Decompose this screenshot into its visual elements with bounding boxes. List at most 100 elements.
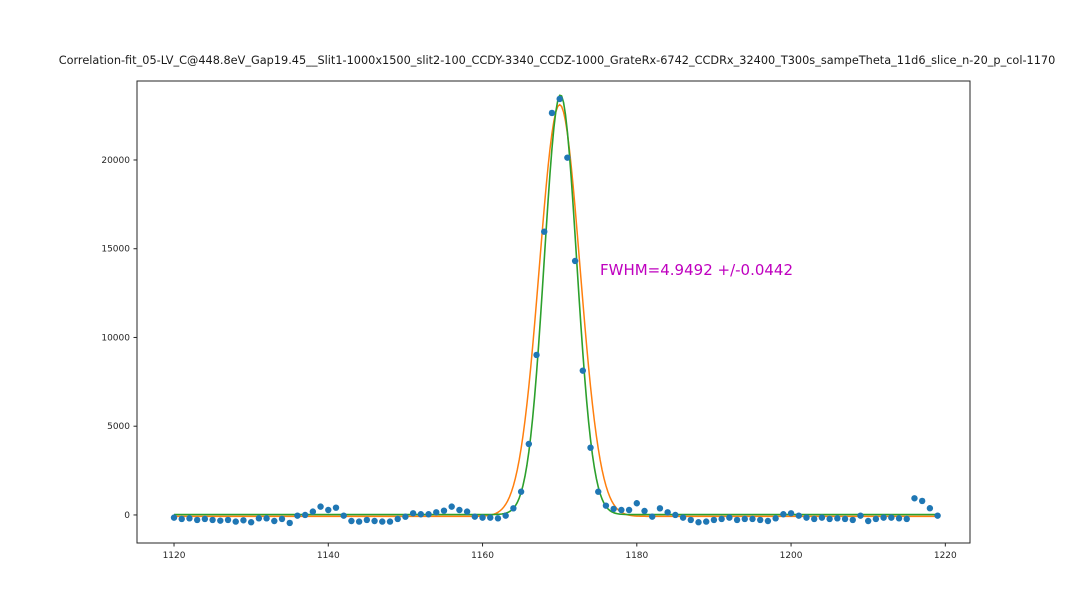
data-point	[271, 517, 278, 525]
data-point	[672, 511, 679, 519]
data-point	[533, 351, 540, 359]
x-tick-label: 1200	[780, 551, 803, 561]
data-point	[888, 514, 895, 521]
data-point	[217, 517, 224, 524]
x-axis: 1120 1140 1160 1180 1200 1220	[163, 543, 957, 561]
data-point	[371, 517, 378, 525]
data-point	[857, 512, 864, 519]
data-point	[240, 517, 247, 524]
data-point	[841, 515, 849, 523]
y-tick-label: 20000	[101, 156, 130, 166]
x-tick-label: 1220	[934, 551, 957, 561]
data-point	[425, 511, 432, 518]
data-point	[818, 514, 826, 521]
data-point	[317, 503, 324, 510]
data-point	[934, 512, 941, 519]
data-point	[186, 515, 193, 522]
fit-line	[174, 94, 940, 516]
data-point	[649, 513, 656, 520]
data-point	[811, 515, 818, 523]
data-point	[309, 508, 317, 515]
data-point	[417, 511, 425, 518]
data-point	[903, 515, 910, 523]
data-point	[602, 502, 610, 509]
data-point	[579, 367, 587, 374]
plot-spines	[136, 80, 971, 544]
data-point	[286, 519, 293, 527]
data-point	[209, 516, 216, 524]
data-point	[687, 516, 694, 524]
data-point	[564, 154, 571, 161]
data-point	[517, 488, 525, 495]
data-point	[918, 497, 926, 505]
data-point	[834, 515, 841, 522]
data-point	[610, 505, 617, 513]
data-point	[379, 518, 386, 525]
data-point	[787, 510, 795, 517]
data-point	[325, 506, 332, 514]
data-point	[448, 503, 455, 510]
data-point	[780, 511, 787, 518]
y-tick-label: 10000	[101, 333, 130, 343]
data-point	[849, 516, 856, 524]
fwhm-annotation: FWHM=4.9492 +/-0.0442	[600, 261, 794, 279]
data-point	[487, 514, 494, 521]
data-point	[772, 515, 779, 522]
data-point	[386, 518, 394, 525]
data-point	[278, 515, 286, 523]
data-point	[826, 515, 833, 523]
data-point	[679, 514, 687, 521]
data-point	[710, 516, 718, 524]
data-point	[510, 505, 517, 512]
data-point	[556, 95, 563, 103]
data-point	[301, 511, 309, 519]
data-point	[201, 515, 209, 523]
data-point	[864, 517, 872, 525]
data-point	[741, 515, 748, 523]
fit-line-secondary	[174, 103, 940, 518]
data-point	[803, 514, 810, 521]
data-point	[625, 506, 633, 514]
data-point	[440, 507, 448, 514]
data-point	[757, 516, 764, 524]
data-point	[433, 509, 440, 516]
data-point	[895, 515, 903, 522]
data-point	[363, 516, 371, 524]
data-point	[247, 519, 255, 526]
data-point	[795, 512, 802, 519]
data-point	[409, 510, 417, 517]
data-point	[541, 228, 548, 235]
data-point	[926, 505, 934, 512]
data-point	[695, 519, 702, 526]
data-point	[641, 507, 648, 515]
data-point	[749, 515, 756, 523]
data-point	[402, 513, 409, 520]
data-point	[633, 500, 640, 507]
data-point	[733, 516, 741, 524]
data-point	[618, 506, 625, 514]
y-tick-label: 0	[124, 511, 130, 521]
data-point	[178, 515, 185, 523]
data-point	[571, 257, 579, 265]
data-point	[718, 515, 725, 523]
data-point	[880, 514, 887, 521]
data-point	[525, 440, 533, 448]
data-point	[332, 504, 340, 511]
data-point	[911, 495, 918, 502]
data-point	[726, 514, 733, 521]
x-tick-label: 1160	[471, 551, 494, 561]
y-tick-label: 15000	[101, 245, 130, 255]
y-axis: 0 5000 10000 15000 20000	[101, 156, 137, 521]
data-point	[479, 514, 486, 521]
x-tick-label: 1140	[317, 551, 340, 561]
data-point	[456, 506, 463, 514]
data-point	[263, 515, 270, 522]
data-point	[348, 517, 355, 525]
data-point	[463, 508, 471, 515]
data-point	[224, 516, 232, 524]
data-point	[587, 444, 594, 451]
x-tick-label: 1120	[163, 551, 186, 561]
data-point	[355, 518, 363, 525]
data-point	[340, 512, 347, 519]
data-point	[232, 518, 239, 525]
